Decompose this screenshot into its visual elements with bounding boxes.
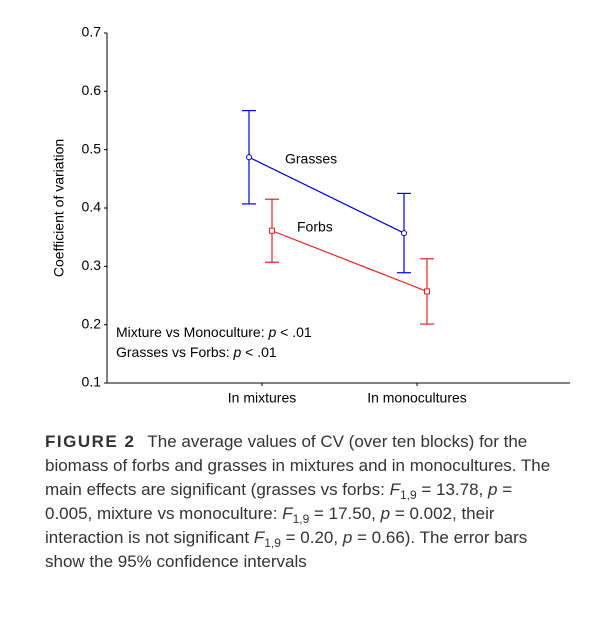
annotation: Grasses vs Forbs: p < .01 bbox=[116, 344, 277, 360]
caption-run: = 0.66). The error bars show the 95% con… bbox=[45, 528, 528, 571]
x-tick-label: In monocultures bbox=[367, 390, 467, 406]
annotation-run: < .01 bbox=[276, 324, 312, 340]
caption-run: F bbox=[253, 528, 265, 547]
caption-run: F bbox=[282, 504, 293, 523]
annotation-run: Grasses vs Forbs: bbox=[116, 344, 233, 360]
caption-run: The average values of CV (over ten block… bbox=[45, 432, 551, 499]
chart: Coefficient of variation 0.1 0.2 0.3 0.4 0.5… bbox=[51, 24, 570, 406]
series-label: Forbs bbox=[297, 219, 333, 235]
series-line bbox=[271, 230, 428, 292]
caption-run: = 0.002, their interaction is not signif… bbox=[45, 504, 495, 547]
annotation-run: p bbox=[268, 324, 277, 340]
caption-run: p bbox=[342, 528, 353, 547]
y-tick-label: 0.3 bbox=[82, 257, 102, 273]
caption-run: = 0.20, bbox=[280, 528, 343, 547]
caption-run: p bbox=[380, 504, 391, 523]
marker bbox=[246, 154, 252, 161]
caption: FIGURE 2 The average values of CV (over t… bbox=[45, 430, 560, 574]
caption-run: F bbox=[389, 480, 400, 499]
marker bbox=[401, 230, 407, 237]
y-tick-label: 0.7 bbox=[82, 24, 102, 40]
annotation-run: p bbox=[232, 344, 241, 360]
caption-label: FIGURE 2 bbox=[45, 432, 136, 451]
caption-run: = 0.005, mixture vs monoculture: bbox=[45, 480, 513, 523]
series-line bbox=[248, 156, 405, 234]
annotation: Mixture vs Monoculture: p < .01 bbox=[116, 324, 312, 340]
y-tick-label: 0.5 bbox=[82, 140, 102, 156]
y-tick-label: 0.4 bbox=[82, 199, 102, 215]
caption-run: = 13.78, bbox=[416, 480, 489, 499]
x-tick-label: In mixtures bbox=[228, 390, 296, 406]
annotation-run: < .01 bbox=[241, 344, 277, 360]
caption-run: = 17.50, bbox=[309, 504, 381, 523]
y-tick-label: 0.2 bbox=[82, 315, 102, 331]
marker bbox=[269, 227, 275, 234]
caption-run: 1,9 bbox=[399, 488, 417, 502]
caption-run: p bbox=[488, 480, 498, 499]
y-tick-label: 0.6 bbox=[82, 82, 102, 98]
y-tick-label: 0.1 bbox=[82, 374, 102, 390]
y-axis-label: Coefficient of variation bbox=[51, 139, 67, 277]
caption-run: 1,9 bbox=[292, 512, 310, 526]
series-label: Grasses bbox=[285, 151, 337, 167]
marker bbox=[424, 288, 430, 295]
caption-run: 1,9 bbox=[264, 536, 281, 550]
annotation-run: Mixture vs Monoculture: bbox=[116, 324, 269, 340]
